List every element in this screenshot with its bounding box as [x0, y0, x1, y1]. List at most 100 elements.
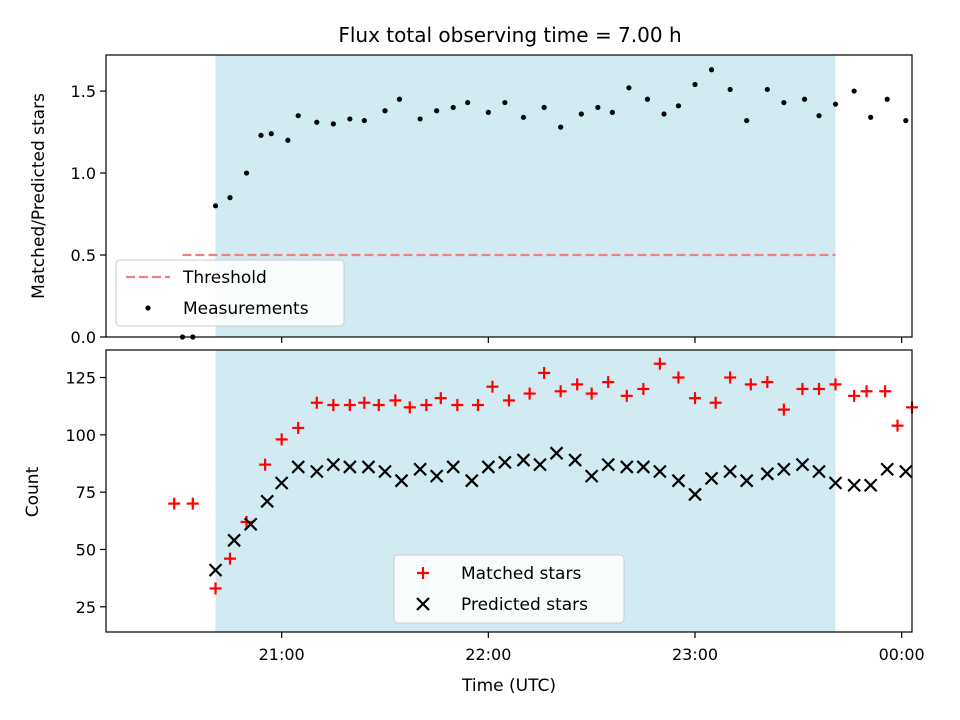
measurement-points — [179, 67, 909, 340]
measurement-point — [868, 114, 874, 120]
matched-star-point — [186, 497, 199, 510]
matched-star-point — [689, 392, 701, 405]
matched-star-point — [879, 385, 892, 398]
measurement-point — [675, 103, 682, 109]
measurement-point — [609, 109, 615, 115]
predicted-star-point — [812, 464, 826, 479]
matched-star-point — [848, 389, 861, 402]
x-axis-label: Time (UTC) — [461, 676, 556, 696]
measurement-point — [465, 99, 471, 106]
matched-star-point — [602, 376, 615, 389]
matched-star-point — [672, 371, 685, 384]
predicted-star-point — [394, 473, 409, 488]
predicted-star-point — [378, 464, 392, 479]
matched-star-point — [168, 497, 181, 510]
predicted-star-point — [863, 478, 878, 493]
measurement-point — [781, 99, 787, 106]
predicted-star-point — [446, 460, 460, 474]
predicted-star-point — [584, 469, 599, 483]
matched-star-point — [292, 421, 305, 434]
x-tick-label: 21:00 — [259, 645, 305, 664]
predicted-star-point — [739, 473, 754, 488]
predicted-star-point — [326, 457, 341, 472]
predicted-star-point — [760, 467, 775, 481]
matched-star-point — [829, 378, 842, 391]
measurement-point — [764, 86, 770, 93]
predicted-star-point — [243, 517, 258, 532]
matched-star-point — [420, 399, 433, 412]
measurement-point — [708, 67, 715, 73]
predicted-star-point — [465, 473, 479, 488]
measurement-point — [227, 195, 233, 201]
matched-star-point — [403, 401, 416, 414]
measurement-point — [485, 109, 491, 115]
measurement-point — [450, 104, 456, 111]
measurement-point — [295, 113, 301, 119]
bottom-y-ticks: 25 50 75 100 125 — [65, 369, 106, 617]
measurement-point — [434, 108, 440, 114]
matched-star-point — [637, 382, 650, 395]
predicted-star-point — [723, 464, 737, 479]
matched-star-point — [434, 392, 447, 405]
bottom-y-tick-label: 50 — [76, 540, 96, 559]
measurement-point — [285, 137, 291, 143]
measurement-point — [502, 99, 508, 106]
matched-star-point — [259, 458, 272, 471]
x-tick-label: 22:00 — [465, 645, 511, 664]
matched-star-point — [860, 385, 873, 398]
predicted-star-point — [704, 471, 719, 486]
matched-star-point — [486, 380, 499, 393]
measurement-point — [644, 96, 651, 102]
top-legend: Threshold Measurements — [115, 259, 345, 327]
matched-star-point — [523, 387, 536, 400]
matched-star-point — [472, 399, 484, 412]
predicted-star-point — [601, 457, 615, 472]
measurement-point — [578, 111, 584, 117]
measurement-point — [347, 116, 353, 122]
measurement-point — [541, 104, 547, 111]
top-y-tick-label: 0.5 — [71, 246, 96, 265]
top-y-ticks: 0.0 0.5 1.0 1.5 — [71, 82, 106, 347]
top-y-tick-label: 1.0 — [71, 164, 96, 183]
measurement-point — [396, 96, 403, 102]
matched-star-point — [240, 515, 253, 528]
predicted-star-point — [361, 460, 376, 474]
matched-star-point — [761, 376, 774, 389]
matched-star-point — [777, 403, 790, 416]
top-panel: 0.0 0.5 1.0 1.5 Matched/Predicted stars Thr… — [29, 54, 913, 347]
measurement-point — [268, 131, 274, 137]
matched-star-point — [554, 385, 567, 398]
top-y-axis-label: Matched/Predicted stars — [29, 93, 49, 299]
predicted-star-point — [671, 473, 686, 488]
measurement-point — [382, 108, 388, 114]
predicted-star-point — [481, 460, 496, 474]
predicted-star-point — [516, 453, 531, 467]
matched-star-point — [891, 419, 904, 432]
legend-predicted-label: Predicted stars — [461, 595, 588, 615]
measurement-point — [330, 121, 336, 127]
matched-star-point — [358, 396, 371, 409]
measurement-point — [243, 170, 250, 176]
measurement-point — [816, 113, 822, 119]
top-y-tick-label: 1.5 — [71, 82, 96, 101]
predicted-star-point — [274, 476, 289, 490]
measurement-point — [692, 81, 698, 88]
measurement-point — [884, 96, 890, 102]
predicted-stars-points — [208, 446, 913, 577]
predicted-star-point — [688, 487, 702, 502]
predicted-star-point — [880, 462, 894, 476]
measurement-point — [212, 203, 219, 209]
measurement-point — [903, 117, 909, 124]
legend-measurements-label: Measurements — [183, 299, 309, 319]
bottom-x-ticks: 21:00 22:00 23:00 00:00 — [259, 632, 925, 664]
measurement-point — [595, 104, 601, 111]
x-tick-label: 00:00 — [879, 645, 925, 664]
matched-star-point — [310, 396, 323, 409]
matched-star-point — [724, 371, 737, 384]
legend-predicted-swatch — [416, 597, 430, 611]
measurement-point — [744, 117, 750, 124]
predicted-star-point — [795, 457, 810, 472]
matched-star-point — [389, 394, 402, 407]
measurement-point — [727, 86, 733, 93]
